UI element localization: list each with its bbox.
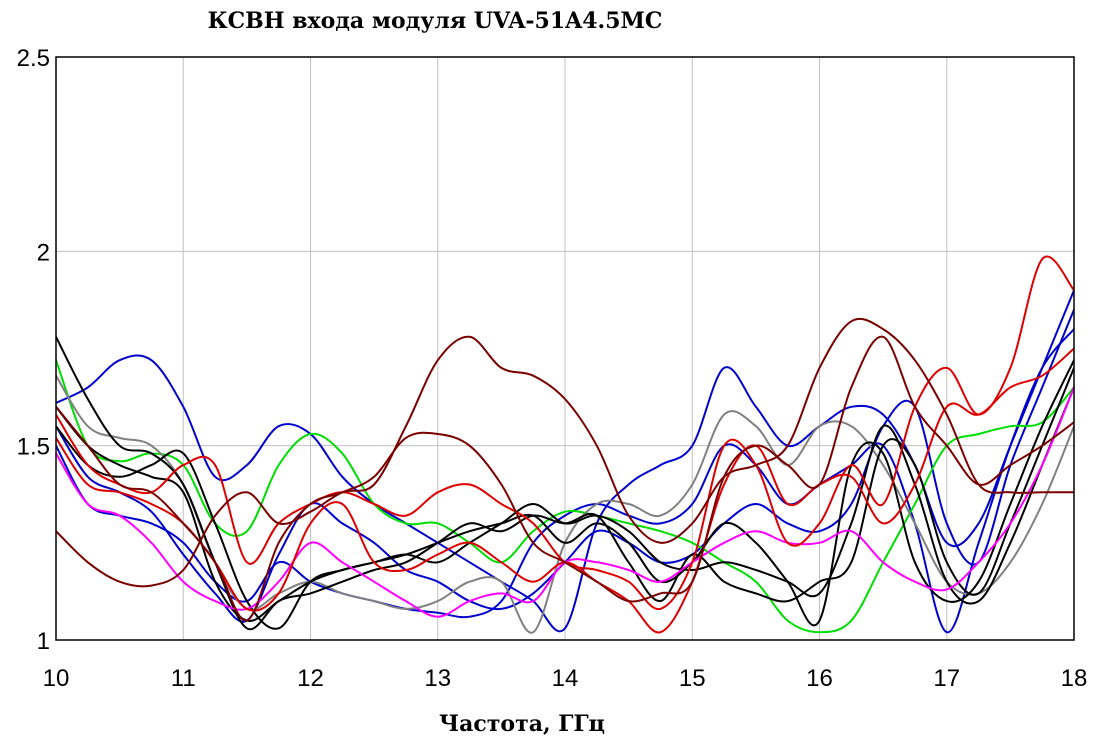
x-tick-label: 12 [297, 665, 324, 692]
y-tick-label: 2 [37, 239, 50, 266]
y-tick-label: 1 [37, 628, 50, 655]
y-tick-label: 1.5 [17, 434, 50, 461]
series-line-13 [56, 335, 1074, 622]
series-line-12 [56, 317, 1074, 588]
x-tick-label: 14 [552, 665, 579, 692]
x-tick-label: 17 [933, 665, 960, 692]
series-line-10 [56, 255, 1074, 610]
y-tick-label: 2.5 [17, 45, 50, 72]
x-tick-label: 13 [424, 665, 451, 692]
plot-frame [55, 56, 1075, 641]
series-line-11 [56, 347, 1074, 634]
x-tick-label: 11 [171, 665, 196, 692]
x-tick-label: 15 [679, 665, 706, 692]
y-axis-ticks: 1 1.5 2 2.5 [17, 45, 50, 655]
series-line-6 [56, 335, 1074, 631]
series-layer [56, 255, 1074, 634]
series-line-7 [56, 386, 1074, 622]
chart-title: КСВН входа модуля UVA-51A4.5MC [208, 8, 663, 34]
series-line-8 [56, 359, 1074, 630]
x-axis-ticks: 10 11 12 13 14 15 16 17 18 [43, 665, 1088, 692]
x-tick-label: 10 [43, 665, 70, 692]
x-tick-label: 18 [1061, 665, 1088, 692]
series-line-4 [56, 359, 1074, 634]
x-tick-label: 16 [806, 665, 833, 692]
series-line-9 [56, 386, 1074, 618]
x-axis-label: Частота, ГГц [439, 711, 605, 737]
